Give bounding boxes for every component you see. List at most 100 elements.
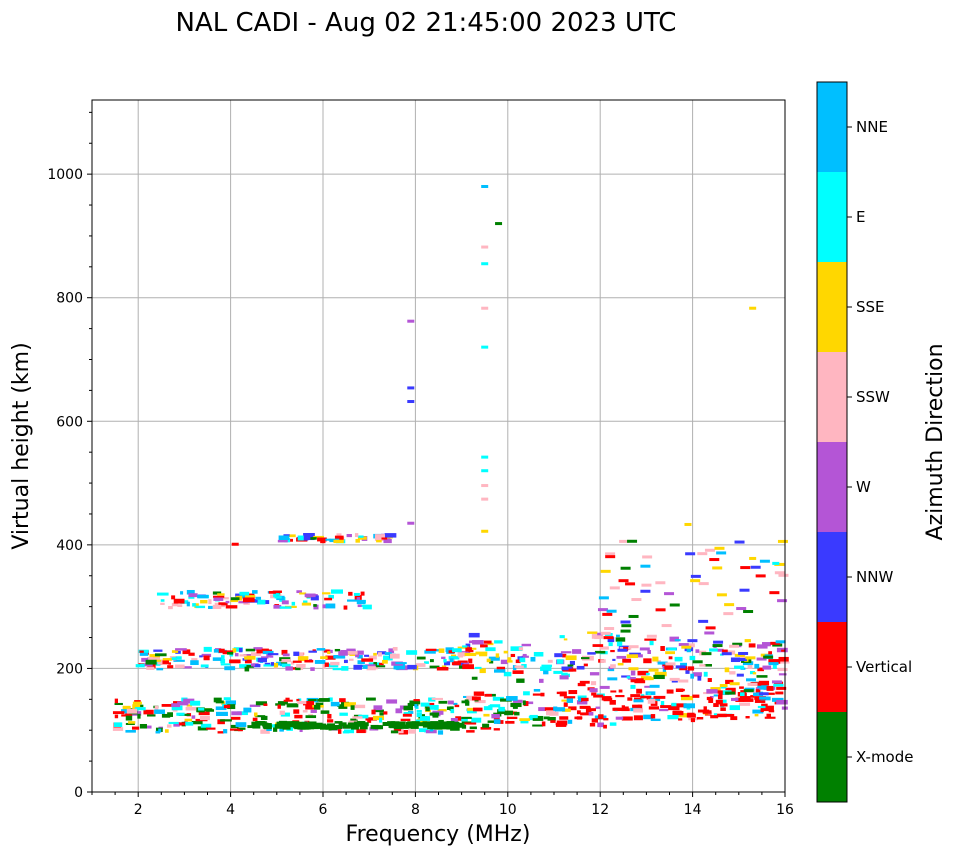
echo-point <box>687 639 698 643</box>
echo-point <box>773 683 784 687</box>
echo-point <box>618 689 623 693</box>
echo-point <box>229 659 241 664</box>
echo-point <box>628 667 639 671</box>
echo-point <box>762 707 772 712</box>
echo-point <box>407 319 415 323</box>
echo-point <box>723 713 735 717</box>
echo-point <box>381 537 388 540</box>
echo-point <box>427 725 436 730</box>
echo-point <box>190 700 201 706</box>
echo-point <box>589 672 600 676</box>
echo-point <box>740 692 745 697</box>
echo-point <box>125 722 135 725</box>
echo-point <box>134 700 141 703</box>
echo-point <box>761 642 771 647</box>
echo-point <box>643 677 654 681</box>
echo-point <box>244 666 250 672</box>
echo-point <box>356 729 366 734</box>
echo-point <box>237 711 248 716</box>
echo-point <box>235 722 247 727</box>
echo-point <box>400 718 411 722</box>
echo-point <box>324 662 329 667</box>
echo-point <box>277 704 281 709</box>
echo-point <box>567 719 573 724</box>
echo-point <box>581 657 590 660</box>
echo-point <box>395 708 403 714</box>
echo-point <box>513 699 523 703</box>
echo-point <box>333 539 344 544</box>
echo-point <box>734 665 745 669</box>
echo-point <box>368 655 377 660</box>
echo-point <box>217 731 225 734</box>
echo-point <box>758 692 769 696</box>
colorbar-tick-label: NNW <box>856 568 893 586</box>
echo-point <box>325 538 331 541</box>
echo-point <box>763 655 774 659</box>
echo-point <box>139 652 149 656</box>
echo-point <box>777 599 788 603</box>
echo-point <box>224 666 236 671</box>
echo-point <box>703 671 708 677</box>
echo-point <box>620 629 631 633</box>
echo-point <box>131 726 140 730</box>
echo-point <box>704 664 712 667</box>
azimuth-colorbar: X-mode Vertical NNW W SSW SSE E NNE <box>816 81 913 803</box>
echo-point <box>425 707 430 712</box>
echo-point <box>541 721 546 727</box>
echo-point <box>257 657 267 663</box>
echo-point <box>643 658 652 664</box>
echo-point <box>200 723 212 728</box>
echo-point <box>132 704 141 709</box>
echo-point <box>778 673 787 676</box>
echo-point <box>716 593 727 597</box>
echo-point <box>208 599 212 605</box>
echo-point <box>465 643 471 649</box>
echo-point <box>468 650 474 653</box>
echo-point <box>641 583 652 587</box>
echo-point <box>291 721 300 726</box>
echo-point <box>732 642 743 646</box>
echo-point <box>690 579 701 583</box>
echo-point <box>223 704 231 709</box>
echo-point <box>529 714 538 719</box>
echo-point <box>394 727 402 732</box>
echo-point <box>423 721 432 726</box>
echo-point <box>720 707 726 711</box>
echo-point <box>429 727 434 732</box>
echo-point <box>569 660 575 666</box>
echo-point <box>572 649 582 654</box>
echo-point <box>725 679 734 684</box>
echo-point <box>436 666 449 671</box>
echo-point <box>559 716 569 720</box>
echo-point <box>252 724 261 729</box>
echo-point <box>464 722 477 725</box>
echo-point <box>781 649 786 652</box>
echo-point <box>405 724 414 729</box>
echo-point <box>304 593 316 598</box>
echo-point <box>617 648 628 652</box>
echo-point <box>577 682 586 687</box>
echo-point <box>541 664 553 667</box>
echo-point <box>437 709 447 712</box>
echo-point <box>407 702 419 707</box>
echo-point <box>407 664 417 670</box>
echo-point <box>421 714 425 717</box>
x-axis: 2 4 6 8 10 12 14 16 <box>91 792 794 818</box>
echo-point <box>231 542 239 546</box>
echo-point <box>706 689 718 694</box>
echo-point <box>734 540 745 544</box>
echo-point <box>340 649 348 655</box>
echo-point <box>748 643 756 648</box>
echo-point <box>601 696 612 701</box>
echo-point <box>609 586 620 590</box>
echo-point <box>422 723 431 728</box>
echo-point <box>538 707 546 712</box>
echo-point <box>669 677 680 681</box>
echo-point <box>347 599 358 602</box>
echo-point <box>523 691 530 696</box>
echo-point <box>350 725 359 730</box>
echo-point <box>757 705 766 709</box>
echo-point <box>393 664 406 670</box>
echo-point <box>253 647 263 651</box>
echo-point <box>756 675 768 678</box>
